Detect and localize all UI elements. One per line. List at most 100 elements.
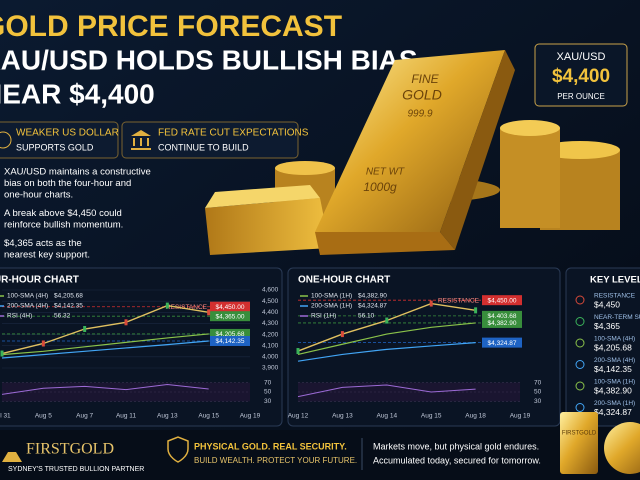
legend-value: $4,142.35 xyxy=(54,303,83,310)
level-name: RESISTANCE xyxy=(438,297,480,304)
level-label: $4,382.90 xyxy=(488,320,517,327)
quote: Markets move, but physical gold endures. xyxy=(373,441,539,451)
chart-title: ONE-HOUR CHART xyxy=(298,275,390,286)
rsi-tick-label: 70 xyxy=(534,379,542,386)
level-name: RESISTANCE xyxy=(166,304,208,311)
key-levels-title: KEY LEVELS xyxy=(590,275,640,286)
chart-title: FOUR-HOUR CHART xyxy=(0,275,79,286)
level-label: $4,324.87 xyxy=(488,340,517,347)
y-tick-label: 4,200 xyxy=(262,331,279,338)
price-point xyxy=(41,340,45,347)
slogan: BUILD WEALTH. PROTECT YOUR FUTURE. xyxy=(194,456,357,465)
key-level-value: $4,324.87 xyxy=(594,407,632,417)
bullet-text: XAU/USD maintains a constructive xyxy=(4,167,151,178)
level-label: $4,403.68 xyxy=(488,313,517,320)
x-tick-label: Aug 15 xyxy=(421,413,442,420)
highlight-text: CONTINUE TO BUILD xyxy=(158,142,249,152)
rsi-tick-label: 30 xyxy=(534,398,542,405)
bar-stamp: 999.9 xyxy=(407,109,432,120)
x-tick-label: Jul 31 xyxy=(0,413,11,420)
price-box xyxy=(534,43,628,107)
level-tag xyxy=(210,328,250,339)
highlight-icon xyxy=(0,131,12,149)
slogan: PHYSICAL GOLD. REAL SECURITY. xyxy=(194,441,347,451)
x-tick-label: Aug 5 xyxy=(35,413,52,420)
quote: Accumulated today, secured for tomorrow. xyxy=(373,455,541,465)
highlight-icon xyxy=(131,130,151,150)
key-level-icon xyxy=(575,295,585,305)
sma-line xyxy=(1,333,209,356)
x-tick-label: Aug 19 xyxy=(240,413,261,420)
legend-name: 100-SMA (1H) xyxy=(311,293,352,300)
key-level-label: RESISTANCE xyxy=(594,293,636,300)
y-tick-label: 4,300 xyxy=(262,320,279,327)
x-tick-label: Aug 13 xyxy=(332,413,353,420)
level-label: $4,142.35 xyxy=(216,338,245,345)
level-tag xyxy=(482,337,522,348)
key-levels: KEY LEVELS RESISTANCE$4,450 NEAR-TERM SUPP… xyxy=(575,275,640,417)
legend-name: 200-SMA (4H) xyxy=(7,303,48,310)
key-level-label: 100-SMA (1H) xyxy=(594,379,635,386)
sma-line xyxy=(297,322,476,356)
x-tick-label: Aug 13 xyxy=(157,413,178,420)
rsi-tick-label: 50 xyxy=(264,389,272,396)
subtitle: NEAR $4,400 xyxy=(0,78,155,109)
level-label: $4,205.68 xyxy=(216,331,245,338)
bullet-text: reinforce bullish momentum. xyxy=(4,220,123,231)
subtitle: XAU/USD HOLDS BULLISH BIAS xyxy=(0,44,418,75)
bar-stamp: GOLD xyxy=(402,87,442,103)
level-label: $4,450.00 xyxy=(216,304,245,311)
legend-value: 56.10 xyxy=(358,313,375,320)
key-level-value: $4,142.35 xyxy=(594,364,632,374)
bar-stamp: FINE xyxy=(411,72,439,86)
bullet-text: $4,365 acts as the xyxy=(4,238,82,249)
price-line xyxy=(1,304,209,355)
y-tick-label: 4,100 xyxy=(262,342,279,349)
level-label: $4,365.00 xyxy=(216,313,245,320)
price-value: $4,400 xyxy=(552,66,610,87)
rsi-tick-label: 70 xyxy=(264,379,272,386)
title: GOLD PRICE FORECAST xyxy=(0,10,342,43)
price-point xyxy=(165,302,169,309)
legend-name: RSI (4H) xyxy=(7,313,32,320)
y-tick-label: 4,400 xyxy=(262,309,279,316)
price-point xyxy=(340,331,344,338)
sma-line xyxy=(297,342,476,362)
rsi-line xyxy=(1,384,209,395)
key-levels-panel xyxy=(565,267,640,427)
key-level-icon xyxy=(575,317,585,326)
level-tag xyxy=(210,311,250,322)
rsi-tick-label: 30 xyxy=(264,398,272,405)
highlight-title: WEAKER US DOLLAR xyxy=(16,128,119,139)
gold-coin xyxy=(604,422,640,474)
level-label: $4,450.00 xyxy=(488,297,517,304)
key-level-icon xyxy=(575,338,585,348)
price-point xyxy=(124,319,128,326)
bullet-text: A break above $4,450 could xyxy=(4,208,122,219)
x-tick-label: Aug 12 xyxy=(288,413,309,420)
key-level-label: 200-SMA (4H) xyxy=(594,357,635,364)
bar-stamp: NET WT xyxy=(366,167,405,178)
price-point xyxy=(385,317,389,324)
rsi-line xyxy=(297,384,476,398)
bullet-text: nearest key support. xyxy=(4,250,90,261)
key-level-icon xyxy=(575,403,585,412)
y-tick-label: 3,900 xyxy=(262,365,279,372)
key-level-value: $4,205.68 xyxy=(594,342,632,352)
brand-name: FIRSTGOLD xyxy=(26,441,114,458)
price-point xyxy=(83,326,87,332)
price-point xyxy=(474,307,478,314)
key-level-icon xyxy=(575,360,585,369)
price-point xyxy=(0,350,4,357)
x-tick-label: Aug 7 xyxy=(76,413,93,420)
gold-card xyxy=(560,412,598,474)
legend-value: 56.32 xyxy=(54,313,71,320)
bullet-text: bias on both the four-hour and xyxy=(4,178,131,189)
legend-name: 100-SMA (4H) xyxy=(7,293,48,300)
price-unit: PER OUNCE xyxy=(557,92,605,101)
y-tick-label: 4,600 xyxy=(262,287,279,294)
bar-stamp: 1000g xyxy=(363,180,397,194)
